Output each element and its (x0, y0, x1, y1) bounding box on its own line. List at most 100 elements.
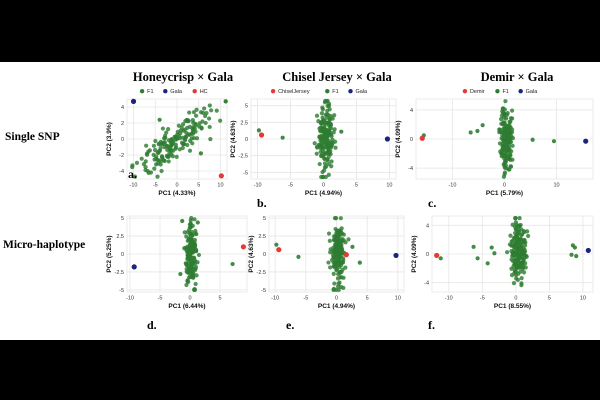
f1-point (503, 131, 508, 136)
f1-point (322, 130, 328, 135)
f1-point (572, 245, 577, 250)
f1-point (501, 122, 506, 127)
f1-point (517, 241, 522, 246)
f1-point (502, 107, 507, 112)
f1-point (511, 281, 517, 286)
f1-point (520, 259, 526, 265)
f1-point (498, 129, 503, 135)
f1-point (334, 235, 339, 240)
f1-point (338, 231, 343, 236)
f1-point (480, 123, 485, 128)
f1-point (182, 246, 187, 251)
f1-point (193, 113, 199, 118)
f1-point (497, 127, 503, 132)
y-tick-label: 4 (410, 108, 413, 114)
f1-point (193, 228, 198, 233)
f1-point (333, 287, 339, 292)
f1-point (499, 151, 504, 156)
f1-point (324, 129, 329, 134)
f1-point (191, 255, 197, 260)
f1-point (190, 127, 195, 132)
f1-point (187, 266, 193, 272)
y-tick-label: -5 (243, 170, 248, 176)
y-tick-label: -4 (424, 281, 429, 287)
f1-point (525, 233, 531, 239)
f1-point (339, 231, 345, 236)
f1-point (513, 242, 519, 247)
f1-point (328, 126, 334, 131)
f1-point (497, 141, 503, 146)
f1-point (322, 161, 328, 166)
f1-point (516, 256, 521, 261)
f1-point (319, 121, 324, 126)
f1-point (185, 244, 190, 249)
f1-point (324, 98, 329, 104)
f1-point (173, 145, 179, 150)
f1-point (326, 151, 331, 156)
f1-points (274, 216, 362, 292)
f1-point (507, 119, 512, 124)
f1-point (513, 269, 518, 274)
f1-point (185, 253, 190, 258)
f1-point (504, 148, 509, 154)
f1-point (318, 128, 323, 133)
f1-point (320, 115, 325, 120)
f1-point (155, 174, 160, 179)
f1-point (501, 133, 507, 138)
f1-point (322, 131, 327, 137)
f1-point (503, 130, 508, 136)
f1-point (187, 248, 193, 254)
f1-point (163, 135, 168, 140)
f1-point (187, 236, 192, 242)
f1-point (145, 152, 150, 157)
f1-point (183, 245, 188, 250)
f1-point (518, 251, 523, 257)
f1-point (179, 125, 184, 130)
f1-point (320, 137, 325, 142)
f1-point (515, 238, 520, 243)
f1-point (521, 251, 526, 257)
f1-point (185, 253, 190, 258)
f1-point (173, 146, 178, 151)
f1-point (329, 159, 334, 164)
f1-point (326, 162, 331, 167)
f1-point (189, 250, 194, 255)
f1-point (511, 250, 516, 255)
x-tick-label: 0 (335, 296, 338, 302)
scatter-plot-f: -10 -5 0 5 10 -4 0 4 PC1 (8.55%) PC2 (4.09%) (411, 215, 594, 310)
f1-point (185, 261, 190, 267)
f1-point (505, 127, 510, 132)
f1-point (190, 266, 195, 271)
f1-point (516, 265, 521, 270)
f1-point (161, 158, 166, 163)
f1-point (503, 129, 508, 134)
f1-point (333, 243, 338, 249)
f1-point (188, 268, 193, 273)
f1-point (186, 245, 191, 251)
f1-point (502, 164, 507, 169)
f1-point (521, 238, 526, 244)
f1-point (187, 256, 192, 261)
f1-point (334, 254, 339, 260)
f1-point (332, 260, 338, 265)
f1-point (334, 238, 340, 243)
f1-point (337, 233, 342, 238)
f1-point (517, 243, 522, 249)
f1-point (192, 268, 198, 273)
f1-point (517, 237, 522, 242)
f1-point (334, 267, 339, 272)
row-label-single-snp: Single SNP (5, 131, 60, 143)
f1-point (500, 106, 506, 111)
f1-point (182, 127, 187, 132)
f1-point (189, 230, 194, 235)
f1-point (318, 144, 323, 149)
f1-point (319, 143, 324, 148)
f1-point (320, 153, 325, 159)
f1-point (162, 141, 167, 146)
f1-point (508, 130, 513, 135)
f1-point (188, 251, 193, 256)
f1-point (322, 118, 327, 123)
f1-point (519, 241, 524, 247)
f1-point (139, 156, 144, 161)
f1-point (185, 238, 190, 243)
